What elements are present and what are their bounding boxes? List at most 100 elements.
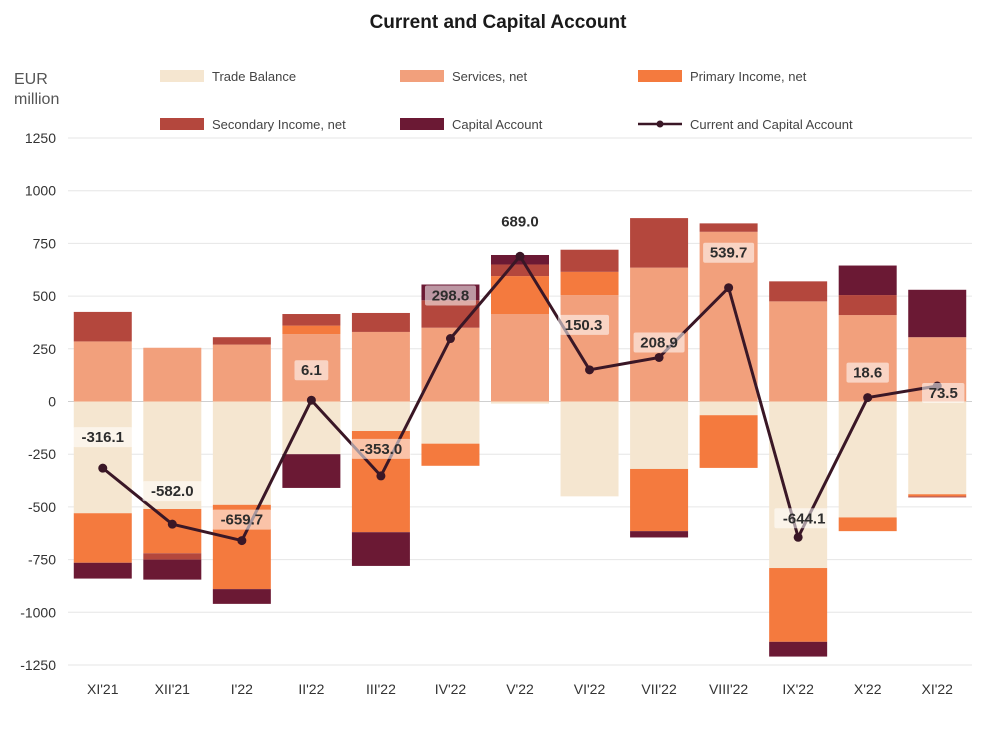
total-line-point (376, 471, 386, 481)
data-label-bg (494, 211, 546, 232)
y-tick-label: -500 (28, 499, 56, 515)
y-tick-label: -1250 (20, 657, 56, 673)
y-axis-unit-line1: EUR (14, 71, 48, 88)
y-tick-label: 500 (33, 288, 57, 304)
bar-segment (769, 401, 828, 569)
total-line-point (724, 283, 734, 293)
x-tick-label: III'22 (366, 681, 396, 697)
data-label: 18.6 (853, 365, 882, 382)
bar-segment (908, 401, 967, 495)
chart-title: Current and Capital Account (370, 12, 628, 33)
data-label-bg (212, 509, 272, 530)
data-labels: -316.1 -582.0 -659.7 6.1 -353.0 298.8 689.0 150… (72, 211, 965, 530)
total-line-point (863, 393, 873, 403)
bar-segment (699, 415, 758, 468)
bar-segment (282, 454, 341, 488)
bar-segment (73, 401, 132, 514)
data-label-bg (424, 285, 476, 306)
x-tick-label: XI'22 (921, 681, 953, 697)
bar-segment (630, 218, 689, 268)
y-axis-ticks: 1250 1000 750 500 250 0 -250 -500 -750 -1000 -1250 (20, 130, 56, 673)
total-line-point (237, 536, 247, 546)
total-line-point (167, 519, 177, 529)
data-label-bg (774, 508, 834, 529)
y-tick-label: 250 (33, 341, 57, 357)
total-line (98, 251, 942, 546)
data-label: 73.5 (929, 385, 958, 402)
bar-segment (560, 271, 619, 296)
bar-segment (351, 401, 410, 432)
data-label-bg (351, 438, 411, 459)
legend-swatch (638, 70, 682, 82)
data-label: -316.1 (81, 429, 124, 446)
bar-segment (769, 641, 828, 657)
bar-segment (838, 315, 897, 402)
bar-segment (282, 401, 341, 455)
data-label-bg (703, 242, 755, 263)
bar-segment (421, 401, 480, 444)
bar-segment (491, 276, 549, 315)
bar-segment (143, 509, 202, 554)
data-label: 150.3 (565, 317, 603, 334)
x-tick-label: VI'22 (574, 681, 606, 697)
legend-swatch (160, 118, 204, 130)
bar-segment (73, 513, 132, 563)
bar-segment (143, 347, 202, 402)
bar-segment (73, 341, 132, 402)
bar-segment (838, 401, 897, 518)
data-label: -644.1 (783, 510, 826, 527)
legend-swatch (400, 118, 444, 130)
data-label-bg (294, 360, 329, 381)
bar-segment (212, 401, 271, 505)
bar-segment (491, 401, 549, 404)
bar-segment (769, 281, 828, 302)
bar-segment (73, 311, 132, 342)
bar-segment (73, 562, 132, 579)
data-label: 298.8 (432, 288, 470, 305)
bar-segment (630, 468, 689, 532)
data-label: 208.9 (640, 334, 678, 351)
data-label-bg (633, 332, 685, 353)
legend: Trade Balance Services, net Primary Income… (160, 69, 853, 132)
x-tick-label: VIII'22 (709, 681, 748, 697)
y-tick-label: -1000 (20, 604, 56, 620)
data-label: 539.7 (710, 245, 748, 262)
bar-segment (769, 568, 828, 642)
data-label: -659.7 (221, 512, 264, 529)
total-line-point (306, 395, 316, 405)
y-axis-unit-line2: million (14, 91, 59, 108)
bar-segment (838, 295, 897, 316)
bar-segment (630, 531, 689, 538)
y-tick-label: -750 (28, 552, 56, 568)
y-tick-label: -250 (28, 446, 56, 462)
bar-segment (560, 295, 619, 402)
bar-segment (282, 314, 341, 326)
bar-segment (630, 401, 689, 469)
legend-label: Current and Capital Account (690, 117, 853, 132)
legend-label: Secondary Income, net (212, 117, 346, 132)
legend-swatch (160, 70, 204, 82)
bar-segment (491, 314, 549, 402)
bars (73, 218, 967, 657)
total-line-point (445, 334, 455, 344)
data-label-bg (922, 383, 965, 404)
bar-segment (491, 264, 549, 277)
bar-segment (282, 325, 341, 335)
x-tick-label: XI'21 (87, 681, 119, 697)
bar-segment (769, 301, 828, 402)
bar-segment (838, 265, 897, 296)
bar-segment (212, 344, 271, 402)
bar-segment (560, 249, 619, 272)
bar-segment (143, 559, 202, 580)
bar-segment (351, 312, 410, 332)
bar-segment (143, 553, 202, 560)
x-tick-label: IX'22 (782, 681, 814, 697)
data-label: 689.0 (501, 213, 539, 230)
x-tick-label: I'22 (231, 681, 253, 697)
total-line-point (585, 365, 595, 375)
legend-label: Primary Income, net (690, 69, 807, 84)
y-tick-label: 750 (33, 235, 57, 251)
bar-segment (699, 223, 758, 232)
bar-segment (908, 496, 967, 498)
